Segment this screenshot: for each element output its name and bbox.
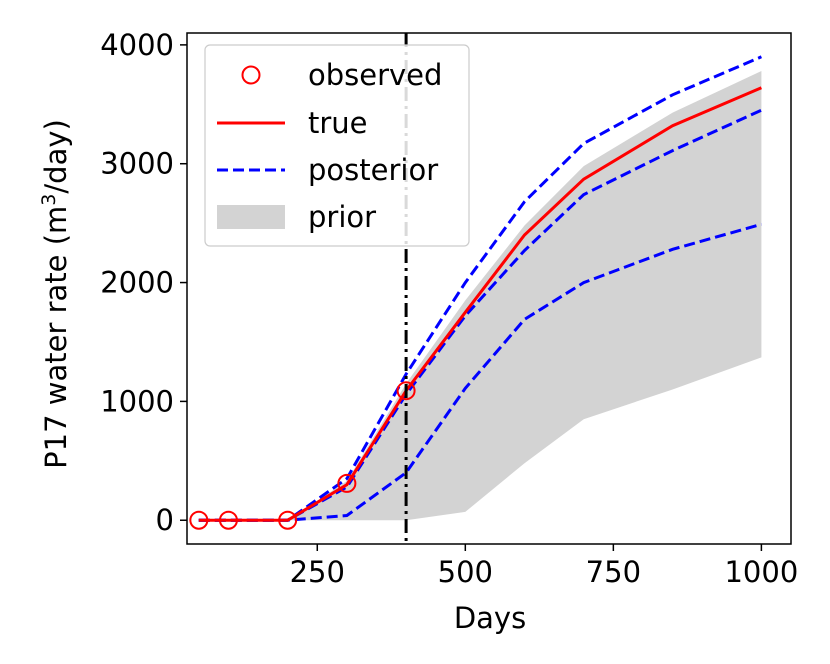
- y-axis-label-sup: 3: [38, 194, 60, 206]
- legend-label-observed: observed: [308, 58, 442, 92]
- posterior-line-lower: [198, 222, 762, 522]
- posterior-line-upper: [198, 55, 762, 522]
- legend-label-true: true: [308, 106, 368, 140]
- y-axis-label: P17 water rate (m3/day): [38, 119, 73, 469]
- x-axis-label: Days: [454, 601, 526, 635]
- x-tick-label: 1000: [724, 555, 798, 589]
- legend: observed true posterior prior: [204, 44, 470, 247]
- legend-label-prior: prior: [308, 200, 376, 234]
- legend-swatch-observed: [241, 65, 261, 85]
- y-tick-label: 4000: [100, 28, 174, 62]
- axes: 250 500 750 1000 0 1000 2000 3000 4000: [100, 28, 798, 589]
- x-tick-label: 250: [290, 555, 345, 589]
- posterior-line-middle: [198, 108, 763, 522]
- y-tick-label: 0: [156, 503, 174, 537]
- observed-point: [218, 510, 238, 530]
- prior-band: [198, 71, 762, 521]
- legend-label-posterior: posterior: [308, 153, 438, 187]
- x-tick-label: 750: [586, 555, 641, 589]
- true-line: [198, 86, 762, 522]
- y-axis-label-main: P17 water rate (m: [39, 206, 73, 469]
- y-tick-label: 3000: [100, 147, 174, 181]
- legend-box: [204, 44, 470, 247]
- observed-point: [396, 381, 416, 401]
- observed-point: [278, 510, 298, 530]
- observed-point: [337, 473, 357, 493]
- x-tick-label: 500: [438, 555, 493, 589]
- axes-frame: [186, 32, 792, 545]
- y-tick-label: 2000: [100, 266, 174, 300]
- y-tick-label: 1000: [100, 384, 174, 418]
- legend-swatch-prior: [217, 205, 285, 229]
- y-axis-label-tail: /day): [39, 119, 73, 193]
- observed-point: [189, 510, 209, 530]
